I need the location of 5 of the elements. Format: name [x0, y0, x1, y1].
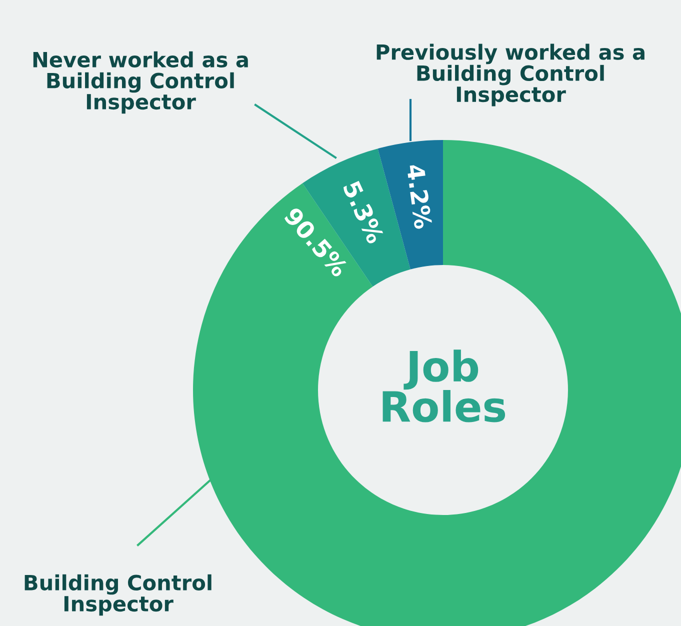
- text: Job Roles: [382, 350, 506, 422]
- slice-label: Previously worked as a Building Control Inspector: [376, 44, 644, 106]
- slice-label: Never worked as a Building Control Inspector: [33, 51, 248, 114]
- slice-label: Building Control Inspector: [24, 574, 212, 616]
- data-label: 4.2%: [406, 164, 432, 230]
